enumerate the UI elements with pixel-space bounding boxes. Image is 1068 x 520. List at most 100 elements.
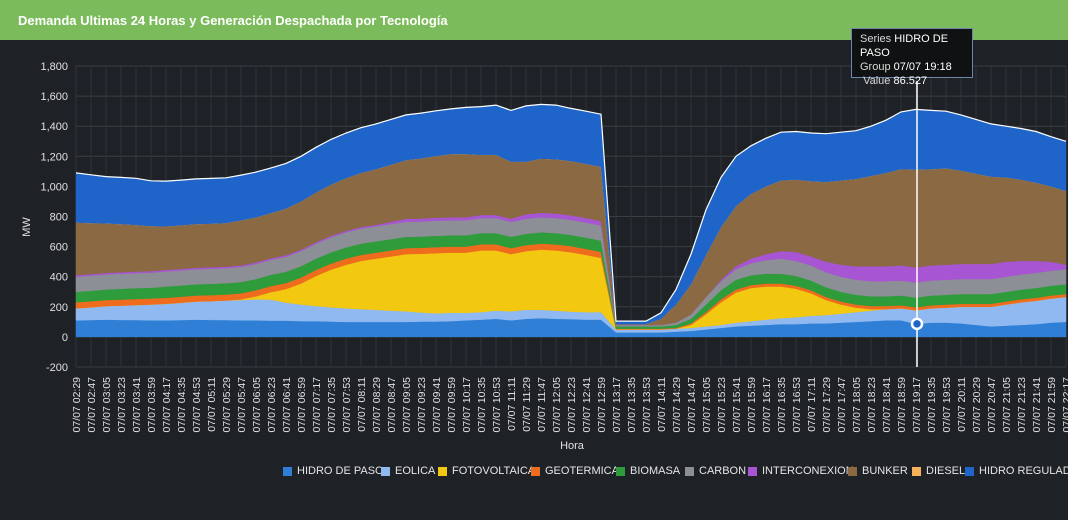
x-tick-label: 07/07 07:53 bbox=[341, 377, 353, 433]
x-tick-label: 07/07 16:17 bbox=[761, 377, 773, 433]
stacked-area-chart[interactable]: -200 0 200 400 600 800 1,000 1,200 1,400 1,600 1,8… bbox=[0, 40, 1068, 462]
legend-item-diesel[interactable]: DIESEL bbox=[912, 465, 965, 477]
x-tick-label: 07/07 17:11 bbox=[806, 377, 818, 432]
legend-item-interconexion[interactable]: INTERCONEXION bbox=[748, 465, 854, 477]
x-tick-label: 07/07 10:35 bbox=[476, 377, 488, 433]
chart-title: Demanda Ultimas 24 Horas y Generación De… bbox=[18, 12, 448, 28]
y-tick-label: 0 bbox=[62, 332, 68, 344]
legend-label: EOLICA bbox=[395, 465, 436, 477]
x-tick-label: 07/07 18:59 bbox=[896, 377, 908, 433]
x-tick-label: 07/07 13:53 bbox=[641, 377, 653, 433]
legend-item-hidro-regulada[interactable]: HIDRO REGULADA bbox=[965, 465, 1068, 477]
x-tick-label: 07/07 18:23 bbox=[866, 377, 878, 433]
x-tick-label: 07/07 11:47 bbox=[536, 377, 548, 432]
x-tick-label: 07/07 21:23 bbox=[1016, 377, 1028, 433]
x-tick-label: 07/07 09:41 bbox=[431, 377, 443, 433]
x-tick-label: 07/07 08:47 bbox=[386, 377, 398, 433]
x-tick-label: 07/07 20:11 bbox=[956, 377, 968, 432]
legend-label: INTERCONEXION bbox=[762, 465, 854, 477]
legend-label: HIDRO DE PASO bbox=[297, 465, 384, 477]
x-tick-label: 07/07 03:05 bbox=[101, 377, 113, 433]
legend-item-bunker[interactable]: BUNKER bbox=[848, 465, 908, 477]
y-tick-label: 1,200 bbox=[40, 151, 68, 163]
x-tick-label: 07/07 13:17 bbox=[611, 377, 623, 433]
x-tick-label: 07/07 07:17 bbox=[311, 377, 323, 433]
legend-swatch bbox=[438, 466, 447, 476]
series-areas bbox=[75, 81, 1067, 367]
tooltip-value-value: 86.527 bbox=[893, 75, 928, 87]
demand-line bbox=[75, 103, 1067, 322]
x-tick-label: 07/07 15:23 bbox=[716, 377, 728, 433]
x-tick-label: 07/07 15:59 bbox=[746, 377, 758, 433]
legend: HIDRO DE PASO EOLICA FOTOVOLTAICA GEOTERMIC… bbox=[0, 462, 1068, 480]
legend-swatch bbox=[965, 466, 974, 476]
x-tick-label: 07/07 18:41 bbox=[881, 377, 893, 433]
y-axis-label: MW bbox=[21, 217, 33, 237]
x-tick-label: 07/07 13:35 bbox=[626, 377, 638, 433]
legend-swatch bbox=[748, 466, 757, 476]
legend-item-carbon[interactable]: CARBON bbox=[685, 465, 746, 477]
x-tick-label: 07/07 06:23 bbox=[266, 377, 278, 433]
x-tick-label: 07/07 19:53 bbox=[941, 377, 953, 433]
x-tick-label: 07/07 19:17 bbox=[911, 377, 923, 433]
y-tick-label: 1,600 bbox=[40, 91, 68, 103]
x-tick-label: 07/07 10:53 bbox=[491, 377, 503, 433]
x-tick-label: 07/07 12:41 bbox=[581, 377, 593, 433]
x-tick-label: 07/07 22:17 bbox=[1061, 377, 1068, 433]
legend-swatch bbox=[848, 466, 857, 476]
legend-swatch bbox=[685, 466, 694, 476]
hover-marker bbox=[910, 317, 924, 331]
x-tick-label: 07/07 12:23 bbox=[566, 377, 578, 433]
axes: -200 0 200 400 600 800 1,000 1,200 1,400 1,600 1,8… bbox=[40, 61, 1068, 432]
x-tick-label: 07/07 10:17 bbox=[461, 377, 473, 433]
x-tick-label: 07/07 17:47 bbox=[836, 377, 848, 433]
legend-label: FOTOVOLTAICA bbox=[452, 465, 536, 477]
x-tick-label: 07/07 15:41 bbox=[731, 377, 743, 433]
x-tick-label: 07/07 04:53 bbox=[191, 377, 203, 433]
x-tick-label: 07/07 02:29 bbox=[71, 377, 83, 433]
legend-item-eolica[interactable]: EOLICA bbox=[381, 465, 435, 477]
x-tick-label: 07/07 04:17 bbox=[161, 377, 173, 433]
x-tick-label: 07/07 18:05 bbox=[851, 377, 863, 433]
legend-label: DIESEL bbox=[926, 465, 966, 477]
legend-item-geotermica[interactable]: GEOTERMICA bbox=[531, 465, 619, 477]
x-tick-label: 07/07 12:05 bbox=[551, 377, 563, 433]
legend-item-fotovoltaica[interactable]: FOTOVOLTAICA bbox=[438, 465, 535, 477]
x-tick-label: 07/07 16:53 bbox=[791, 377, 803, 433]
x-tick-label: 07/07 08:29 bbox=[371, 377, 383, 433]
x-tick-label: 07/07 06:59 bbox=[296, 377, 308, 433]
x-tick-label: 07/07 21:41 bbox=[1031, 377, 1043, 433]
y-tick-label: 1,800 bbox=[40, 61, 68, 73]
tooltip-group-value: 07/07 19:18 bbox=[893, 61, 952, 73]
legend-label: GEOTERMICA bbox=[545, 465, 619, 477]
tooltip-series-value: HIDRO DE PASO bbox=[860, 33, 949, 59]
legend-swatch bbox=[283, 466, 292, 476]
x-tick-label: 07/07 09:59 bbox=[446, 377, 458, 433]
x-tick-label: 07/07 02:47 bbox=[86, 377, 98, 433]
x-tick-label: 07/07 09:23 bbox=[416, 377, 428, 433]
legend-item-hidro-de-paso[interactable]: HIDRO DE PASO bbox=[283, 465, 384, 477]
tooltip-value-label: Value bbox=[863, 75, 891, 87]
x-tick-label: 07/07 06:05 bbox=[251, 377, 263, 433]
y-tick-label: 200 bbox=[50, 302, 68, 314]
x-tick-label: 07/07 15:05 bbox=[701, 377, 713, 433]
legend-item-biomasa[interactable]: BIOMASA bbox=[616, 465, 680, 477]
y-tick-label: 1,000 bbox=[40, 181, 68, 193]
y-tick-label: 1,400 bbox=[40, 121, 68, 133]
x-tick-label: 07/07 09:05 bbox=[401, 377, 413, 433]
legend-swatch bbox=[381, 466, 390, 476]
legend-swatch bbox=[531, 466, 540, 476]
x-tick-label: 07/07 14:11 bbox=[656, 377, 668, 432]
x-tick-label: 07/07 12:59 bbox=[596, 377, 608, 433]
x-axis-label: Hora bbox=[560, 440, 585, 452]
hover-tooltip: Series HIDRO DE PASO Group 07/07 19:18 V… bbox=[851, 28, 973, 87]
x-tick-label: 07/07 21:59 bbox=[1046, 377, 1058, 433]
x-tick-label: 07/07 03:59 bbox=[146, 377, 158, 433]
x-tick-label: 07/07 04:35 bbox=[176, 377, 188, 433]
chart-header: Demanda Ultimas 24 Horas y Generación De… bbox=[0, 0, 1068, 40]
x-tick-label: 07/07 20:47 bbox=[986, 377, 998, 433]
x-tick-label: 07/07 05:11 bbox=[206, 377, 218, 432]
x-tick-label: 07/07 16:35 bbox=[776, 377, 788, 433]
y-tick-label: 800 bbox=[50, 212, 68, 224]
x-tick-label: 07/07 20:29 bbox=[971, 377, 983, 433]
